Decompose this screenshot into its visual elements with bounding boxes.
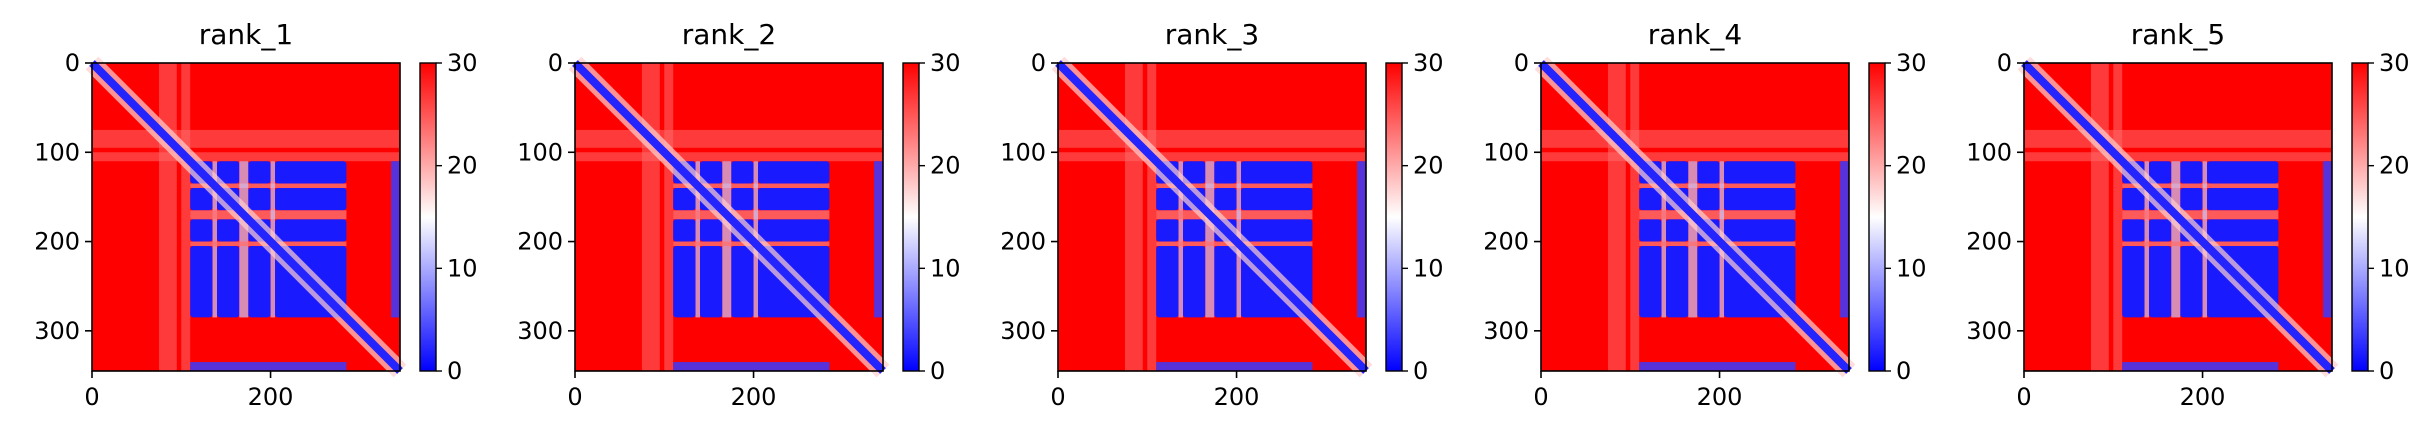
chart-panel-rank-3: rank_3 0 200 0 100 200 300 0 10 20 30 xyxy=(966,0,1453,438)
heatmap-matrix xyxy=(1534,56,1856,378)
axes-frame xyxy=(1540,62,1850,372)
x-tick-label: 200 xyxy=(1214,383,1260,411)
colorbar-tick-label: 30 xyxy=(930,49,961,77)
colorbar-tick-label: 10 xyxy=(930,254,961,282)
chart-panel-rank-5: rank_5 0 200 0 100 200 300 0 10 20 30 xyxy=(1932,0,2419,438)
y-tick-label: 200 xyxy=(517,228,563,256)
chart-title: rank_3 xyxy=(1165,18,1259,51)
colorbar-tick-label: 10 xyxy=(447,254,478,282)
y-tick-label: 100 xyxy=(1966,138,2012,166)
colorbar-tick-label: 0 xyxy=(1896,357,1911,385)
colorbar-tick-label: 30 xyxy=(2379,49,2410,77)
colorbar-tick-label: 0 xyxy=(930,357,945,385)
axes-frame xyxy=(91,62,401,372)
chart-panel-rank-2: rank_2 0 200 0 100 200 300 0 10 20 30 xyxy=(483,0,970,438)
y-tick-label: 300 xyxy=(1966,317,2012,345)
colorbar-tick-label: 0 xyxy=(1413,357,1428,385)
y-tick-label: 0 xyxy=(1997,49,2012,77)
heatmap-svg: rank_4 0 200 0 100 200 300 0 10 20 30 xyxy=(1483,18,1927,411)
x-tick-label: 0 xyxy=(2016,383,2031,411)
colorbar xyxy=(1868,62,1886,372)
colorbar-tick-label: 0 xyxy=(2379,357,2394,385)
y-tick-label: 0 xyxy=(65,49,80,77)
colorbar-tick-label: 10 xyxy=(1413,254,1444,282)
chart-title: rank_1 xyxy=(199,18,293,51)
heatmap-matrix xyxy=(85,56,407,378)
y-tick-label: 300 xyxy=(1483,317,1529,345)
x-tick-label: 0 xyxy=(1533,383,1548,411)
chart-title: rank_2 xyxy=(682,18,776,51)
colorbar-tick-label: 20 xyxy=(1413,152,1444,180)
colorbar-tick-label: 20 xyxy=(2379,152,2410,180)
y-tick-label: 200 xyxy=(34,228,80,256)
colorbar-tick-label: 20 xyxy=(447,152,478,180)
y-tick-label: 200 xyxy=(1483,228,1529,256)
heatmap-svg: rank_5 0 200 0 100 200 300 0 10 20 30 xyxy=(1966,18,2410,411)
y-tick-label: 0 xyxy=(1514,49,1529,77)
y-tick-label: 100 xyxy=(1483,138,1529,166)
y-tick-label: 300 xyxy=(1000,317,1046,345)
colorbar-tick-label: 30 xyxy=(1896,49,1927,77)
colorbar-tick-label: 10 xyxy=(2379,254,2410,282)
axes-frame xyxy=(574,62,884,372)
heatmap-svg: rank_2 0 200 0 100 200 300 0 10 20 30 xyxy=(517,18,961,411)
heatmap-svg: rank_3 0 200 0 100 200 300 0 10 20 30 xyxy=(1000,18,1444,411)
heatmap-matrix xyxy=(1051,56,1373,378)
y-tick-label: 200 xyxy=(1000,228,1046,256)
chart-panel-rank-1: rank_1 0 200 0 100 200 300 0 10 20 30 xyxy=(0,0,487,438)
x-tick-label: 0 xyxy=(1050,383,1065,411)
y-tick-label: 0 xyxy=(1031,49,1046,77)
heatmap-matrix xyxy=(2017,56,2339,378)
y-tick-label: 200 xyxy=(1966,228,2012,256)
colorbar-tick-label: 30 xyxy=(1413,49,1444,77)
colorbar-tick-label: 30 xyxy=(447,49,478,77)
x-tick-label: 0 xyxy=(84,383,99,411)
chart-title: rank_5 xyxy=(2131,18,2225,51)
y-tick-label: 0 xyxy=(548,49,563,77)
colorbar-tick-label: 20 xyxy=(1896,152,1927,180)
heatmap-svg: rank_1 0 200 0 100 200 300 0 10 20 30 xyxy=(34,18,478,411)
x-tick-label: 0 xyxy=(567,383,582,411)
x-tick-label: 200 xyxy=(1697,383,1743,411)
chart-title: rank_4 xyxy=(1648,18,1742,51)
y-tick-label: 100 xyxy=(34,138,80,166)
x-tick-label: 200 xyxy=(248,383,294,411)
chart-panel-rank-4: rank_4 0 200 0 100 200 300 0 10 20 30 xyxy=(1449,0,1936,438)
axes-frame xyxy=(1057,62,1367,372)
colorbar-tick-label: 0 xyxy=(447,357,462,385)
colorbar xyxy=(1385,62,1403,372)
y-tick-label: 300 xyxy=(517,317,563,345)
colorbar xyxy=(2351,62,2369,372)
y-tick-label: 100 xyxy=(1000,138,1046,166)
axes-frame xyxy=(2023,62,2333,372)
colorbar xyxy=(419,62,437,372)
y-tick-label: 300 xyxy=(34,317,80,345)
x-tick-label: 200 xyxy=(2180,383,2226,411)
heatmap-matrix xyxy=(568,56,890,378)
y-tick-label: 100 xyxy=(517,138,563,166)
x-tick-label: 200 xyxy=(731,383,777,411)
colorbar-tick-label: 10 xyxy=(1896,254,1927,282)
colorbar xyxy=(902,62,920,372)
colorbar-tick-label: 20 xyxy=(930,152,961,180)
